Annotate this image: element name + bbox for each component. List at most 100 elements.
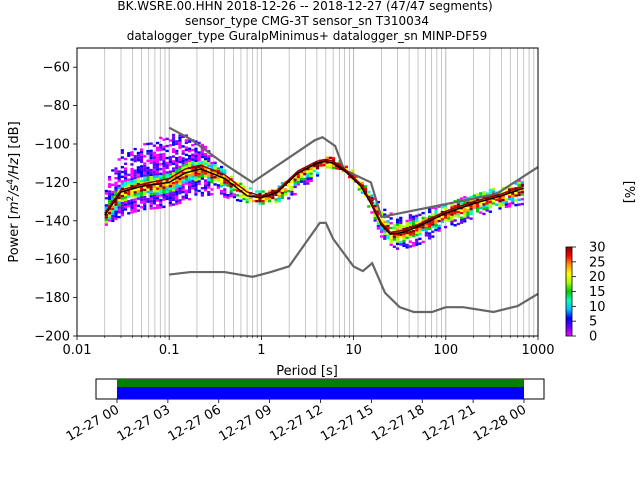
- psd-density-cell: [226, 177, 230, 180]
- psd-density-cell: [517, 181, 521, 185]
- psd-density-cell: [187, 159, 192, 163]
- psd-density-cell: [191, 144, 195, 147]
- psd-density-cell: [130, 175, 134, 178]
- psd-density-cell: [383, 223, 387, 226]
- psd-density-cell: [469, 195, 473, 199]
- psd-density-cell: [175, 149, 179, 153]
- psd-density-cell: [309, 172, 313, 175]
- psd-density-cell: [184, 189, 188, 193]
- psd-density-cell: [162, 152, 166, 156]
- psd-density-cell: [261, 202, 265, 205]
- psd-density-cell: [152, 194, 156, 198]
- psd-density-cell: [395, 218, 400, 222]
- psd-density-cell: [411, 232, 416, 235]
- psd-density-cell: [383, 235, 387, 238]
- psd-density-cell: [178, 199, 182, 202]
- psd-density-cell: [232, 186, 236, 189]
- psd-density-cell: [245, 188, 249, 192]
- psd-density-cell: [447, 217, 451, 220]
- psd-density-cell: [290, 181, 294, 184]
- psd-density-cell: [491, 190, 496, 193]
- psd-density-cell: [152, 151, 156, 155]
- psd-density-cell: [287, 189, 291, 193]
- psd-density-cell: [171, 155, 176, 158]
- psd-density-cell: [402, 244, 406, 248]
- psd-density-cell: [117, 187, 121, 190]
- psd-density-cell: [165, 195, 169, 198]
- psd-density-cell: [146, 185, 150, 189]
- psd-density-cell: [383, 220, 387, 224]
- psd-density-cell: [216, 184, 220, 187]
- psd-density-cell: [152, 175, 156, 179]
- psd-density-cell: [178, 172, 182, 176]
- psd-density-cell: [219, 170, 224, 174]
- psd-density-cell: [485, 202, 489, 205]
- psd-density-cell: [136, 187, 140, 191]
- psd-density-cell: [475, 198, 480, 201]
- psd-density-cell: [162, 205, 166, 209]
- psd-density-cell: [168, 189, 172, 193]
- psd-density-cell: [357, 185, 361, 189]
- psd-density-cell: [171, 136, 176, 139]
- psd-density-cell: [415, 221, 419, 225]
- psd-density-cell: [475, 205, 480, 208]
- psd-density-cell: [143, 181, 147, 184]
- psd-density-cell: [290, 185, 294, 189]
- psd-density-cell: [399, 226, 403, 229]
- psd-density-cell: [152, 170, 156, 174]
- psd-density-cell: [159, 184, 163, 188]
- psd-density-cell: [107, 214, 112, 217]
- psd-density-cell: [178, 139, 182, 142]
- psd-density-cell: [405, 246, 409, 249]
- colorbar-tick-label: 15: [589, 285, 606, 300]
- psd-density-cell: [120, 185, 124, 188]
- psd-density-cell: [315, 171, 320, 175]
- psd-density-cell: [187, 171, 192, 175]
- psd-density-cell: [184, 192, 188, 195]
- psd-density-cell: [184, 196, 188, 200]
- psd-density-cell: [210, 161, 214, 165]
- psd-density-cell: [155, 189, 160, 193]
- psd-density-cell: [274, 198, 278, 201]
- psd-density-cell: [127, 178, 131, 181]
- psd-density-cell: [197, 160, 201, 164]
- psd-density-cell: [175, 197, 179, 201]
- psd-density-cell: [338, 162, 342, 166]
- psd-density-cell: [175, 183, 179, 186]
- psd-density-cell: [434, 221, 438, 225]
- psd-density-cell: [376, 220, 380, 223]
- psd-density-cell: [152, 187, 156, 191]
- psd-density-cell: [175, 159, 179, 162]
- psd-density-cell: [277, 199, 281, 203]
- psd-density-cell: [149, 156, 153, 160]
- psd-density-cell: [168, 172, 172, 176]
- psd-density-cell: [411, 234, 416, 238]
- psd-density-cell: [133, 174, 137, 177]
- psd-density-cell: [107, 178, 112, 181]
- psd-density-cell: [482, 193, 486, 196]
- psd-density-cell: [418, 230, 422, 233]
- psd-density-cell: [146, 149, 150, 153]
- psd-density-cell: [104, 221, 108, 224]
- psd-density-cell: [405, 224, 409, 227]
- psd-density-cell: [520, 190, 524, 194]
- psd-density-cell: [488, 191, 492, 194]
- colorbar-gradient: [565, 246, 573, 337]
- psd-density-cell: [443, 213, 448, 217]
- psd-density-cell: [143, 176, 147, 180]
- psd-density-cell: [194, 181, 198, 184]
- psd-density-cell: [463, 208, 467, 211]
- psd-density-cell: [437, 217, 441, 220]
- noise-model-low-line: [169, 221, 539, 314]
- psd-density-cell: [155, 156, 160, 159]
- psd-density-cell: [191, 180, 195, 183]
- psd-density-cell: [395, 247, 400, 250]
- psd-density-cell: [127, 190, 131, 193]
- psd-density-cell: [136, 192, 140, 196]
- psd-density-cell: [175, 169, 179, 172]
- psd-density-cell: [427, 234, 432, 238]
- psd-density-cell: [203, 157, 208, 161]
- psd-density-cell: [143, 169, 147, 172]
- psd-density-cell: [114, 172, 118, 175]
